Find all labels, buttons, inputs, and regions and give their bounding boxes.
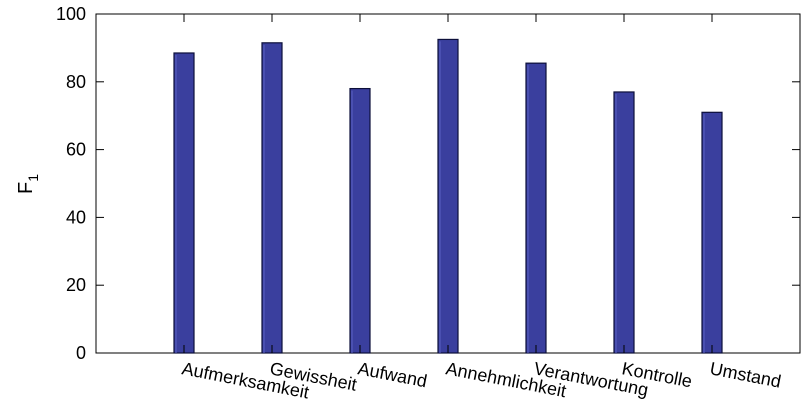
y-tick-label: 0 xyxy=(76,343,86,363)
bar xyxy=(701,111,723,354)
y-tick-label: 60 xyxy=(66,140,86,160)
bar xyxy=(437,38,459,354)
bar xyxy=(525,62,547,354)
y-tick-label: 40 xyxy=(66,207,86,227)
plot-area: 020406080100AufmerksamkeitGewissheitAufw… xyxy=(56,4,801,403)
bar xyxy=(613,91,635,354)
bar xyxy=(173,52,195,354)
y-tick-label: 100 xyxy=(56,4,86,24)
y-axis-title-subscript: 1 xyxy=(25,174,41,182)
y-axis-title-main: F xyxy=(15,182,37,194)
y-tick-label: 20 xyxy=(66,275,86,295)
bar xyxy=(349,87,371,354)
y-tick-label: 80 xyxy=(66,72,86,92)
bar xyxy=(261,42,283,354)
svg-text:F1: F1 xyxy=(15,174,41,194)
x-tick-label: Umstand xyxy=(708,358,783,391)
x-tick-label: Aufwand xyxy=(356,358,429,391)
y-axis-title: F1 xyxy=(15,174,41,194)
